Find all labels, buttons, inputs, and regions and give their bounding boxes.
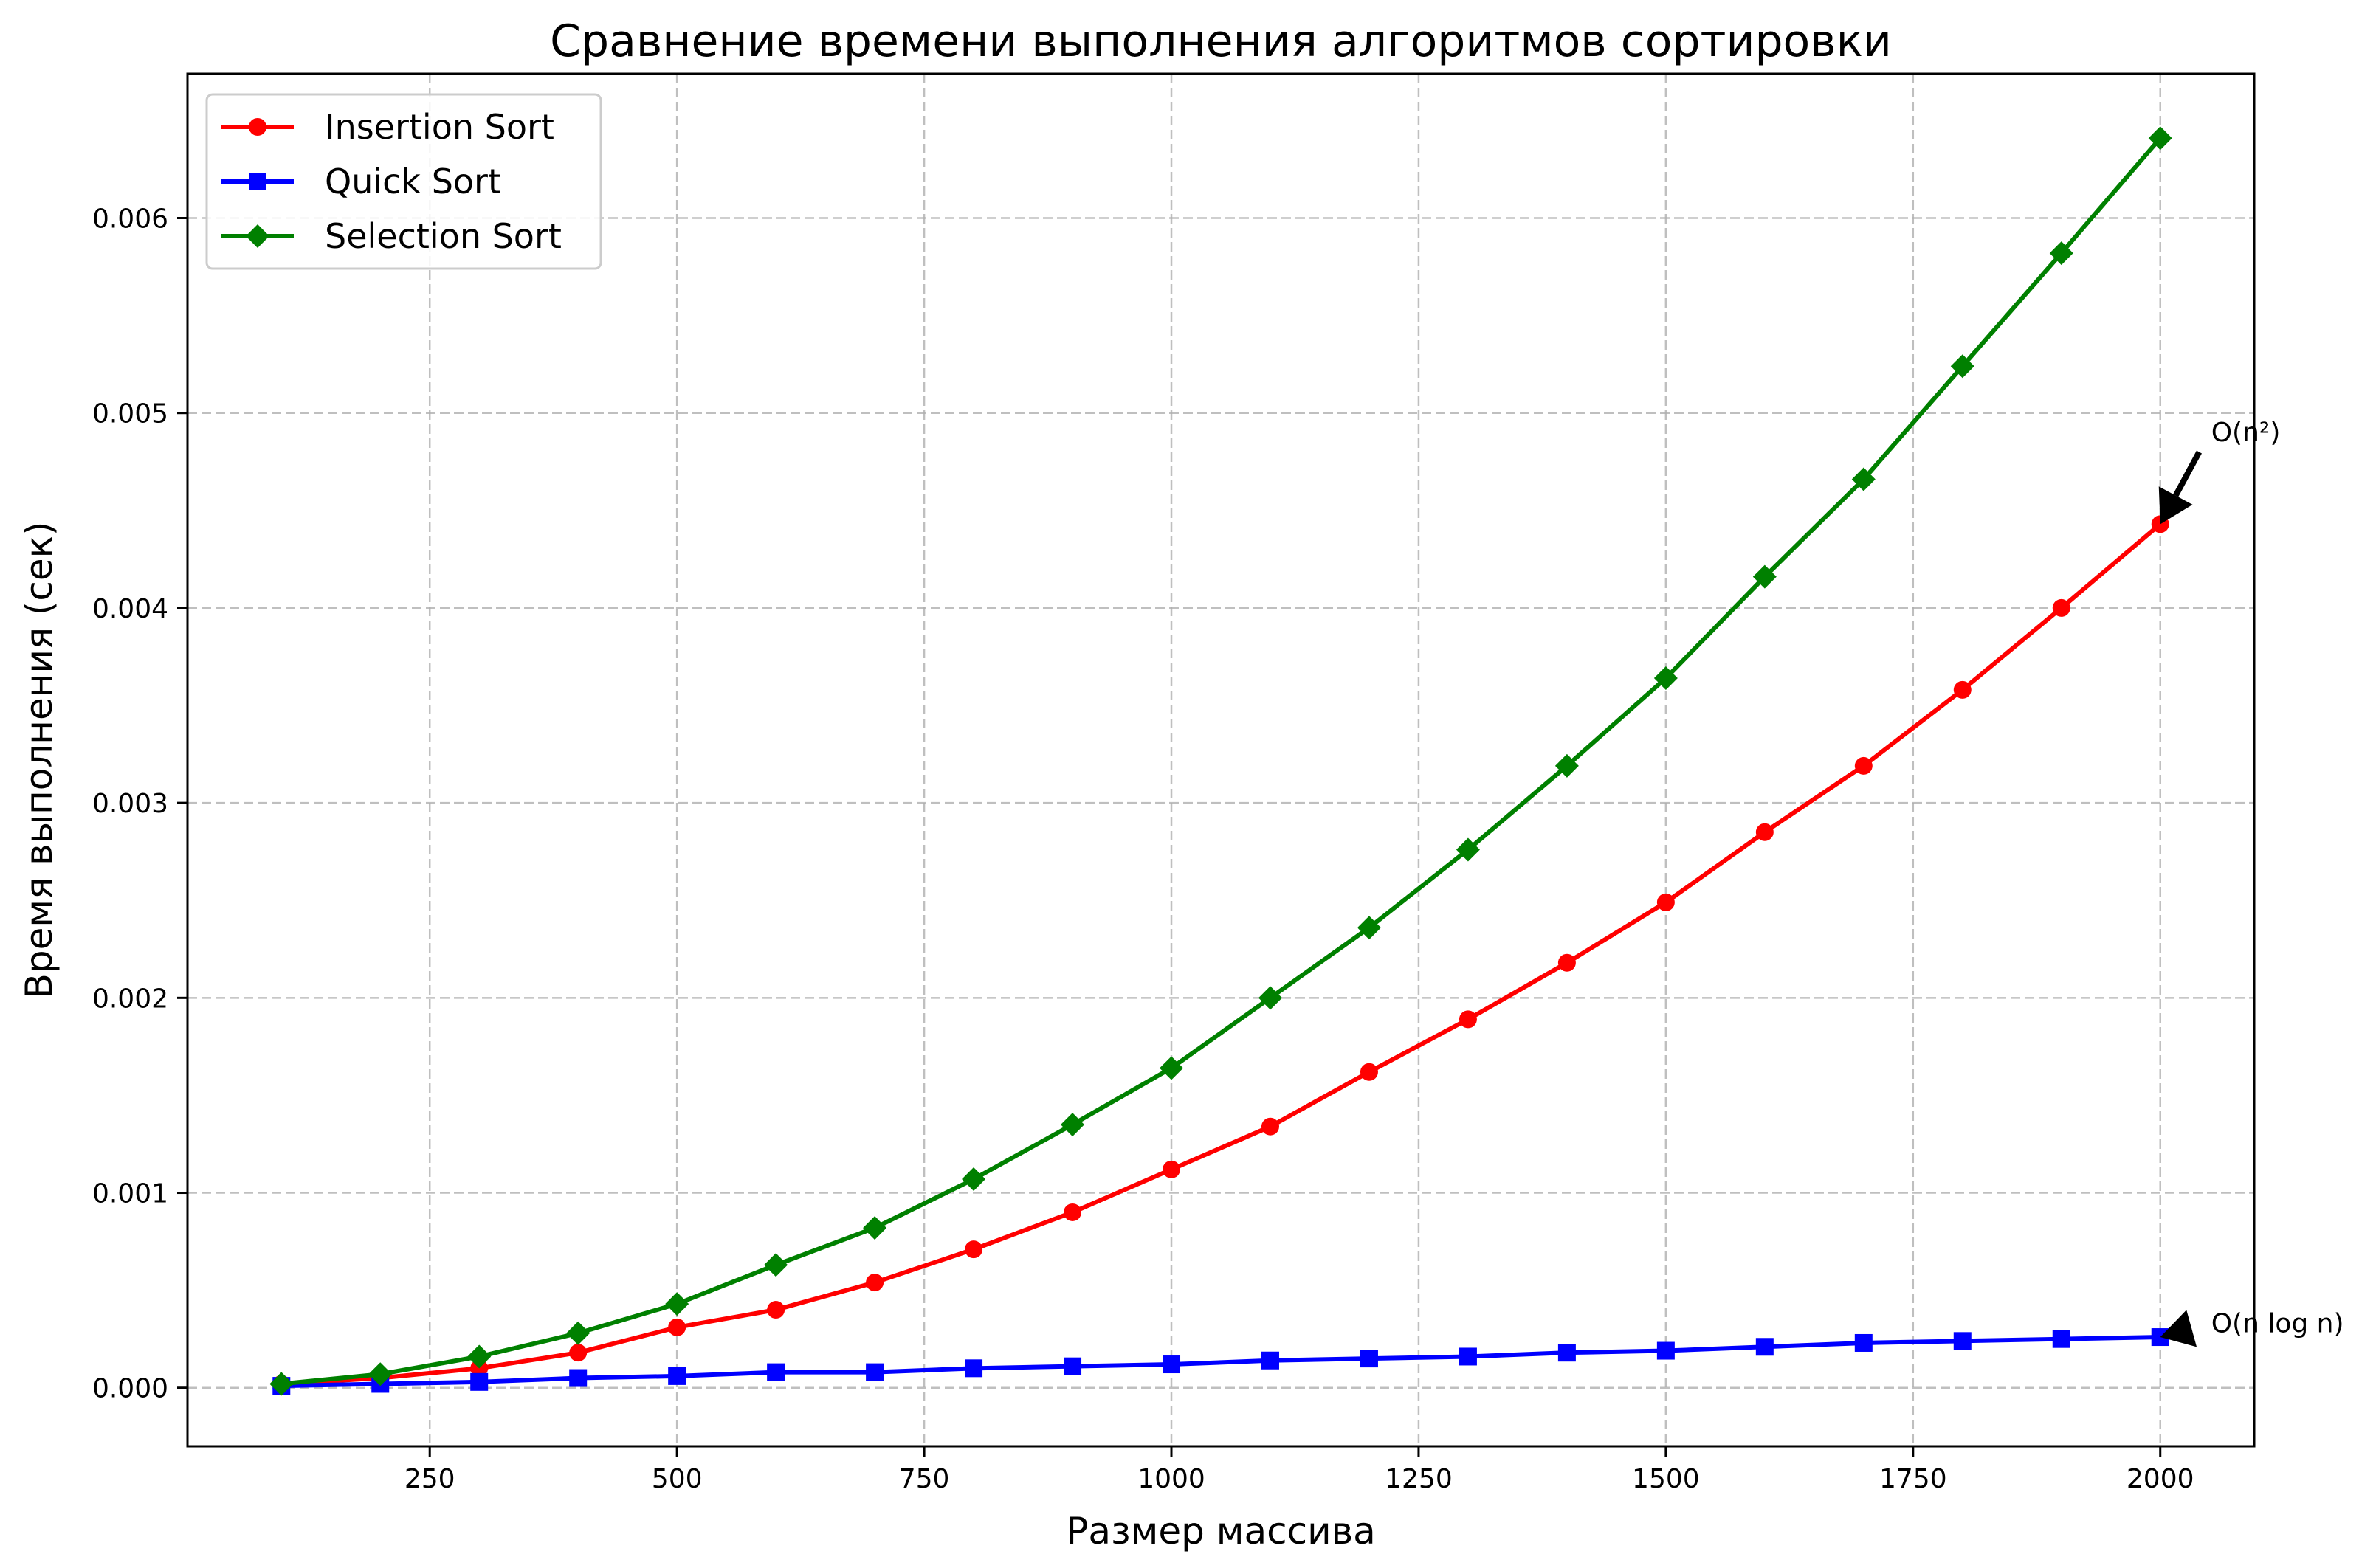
data-point	[1360, 1063, 1378, 1081]
data-point	[1064, 1203, 1082, 1221]
y-tick-label: 0.002	[92, 984, 168, 1014]
legend-entry-selection-sort: Selection Sort	[221, 216, 562, 256]
data-point	[668, 1367, 686, 1385]
y-tick-label: 0.005	[92, 399, 168, 429]
data-point	[866, 1274, 884, 1292]
data-point	[1163, 1355, 1181, 1374]
data-point	[1459, 1010, 1477, 1029]
x-tick-label: 250	[404, 1464, 455, 1494]
data-point	[1061, 1113, 1085, 1137]
data-point	[467, 1344, 492, 1369]
annotation-text: O(n²)	[2211, 418, 2281, 448]
legend-box	[205, 93, 602, 270]
x-tick-label: 500	[652, 1464, 703, 1494]
data-point	[569, 1344, 588, 1362]
annotation-arrow-line	[2173, 450, 2202, 497]
data-point	[1261, 1351, 1279, 1370]
data-point	[965, 1240, 983, 1259]
data-point	[1557, 953, 1576, 972]
annotations: O(n²) O(n log n)	[2158, 418, 2344, 1347]
data-point	[1854, 1333, 1873, 1352]
chart-title: Сравнение времени выполнения алгоритмов …	[550, 15, 1892, 67]
legend: Insertion Sort Quick Sort Selection Sort	[205, 93, 602, 270]
data-point	[1656, 893, 1675, 911]
grid	[187, 74, 2254, 1446]
data-point	[665, 1292, 689, 1316]
x-tick-label: 2000	[2127, 1464, 2194, 1494]
legend-marker	[249, 173, 266, 190]
data-point	[866, 1363, 884, 1381]
data-point	[569, 1369, 588, 1387]
data-point	[1557, 1344, 1576, 1362]
series-line-quick-sort	[281, 1335, 2160, 1389]
data-point	[1160, 1056, 1184, 1080]
series-line-selection-sort	[280, 137, 2163, 1386]
series-selection-sort	[269, 126, 2172, 1396]
legend-label: Quick Sort	[325, 162, 501, 201]
series-line-insertion-sort	[281, 522, 2162, 1386]
y-tick-label: 0.000	[92, 1374, 168, 1404]
y-tick-label: 0.003	[92, 789, 168, 819]
series-insertion-sort	[272, 515, 2169, 1393]
legend-entry-insertion-sort: Insertion Sort	[221, 107, 554, 147]
data-point	[1755, 823, 1774, 841]
data-point	[1357, 916, 1381, 940]
data-point	[1261, 1117, 1279, 1136]
y-tick-label: 0.004	[92, 594, 168, 624]
data-point	[767, 1363, 785, 1381]
x-tick-label: 1750	[1879, 1464, 1947, 1494]
legend-marker	[249, 118, 266, 136]
data-point	[1752, 564, 1777, 589]
data-point	[1258, 986, 1282, 1010]
y-tick-label: 0.006	[92, 204, 168, 235]
data-point	[2148, 126, 2172, 151]
data-point	[863, 1216, 887, 1240]
y-tick-label: 0.001	[92, 1179, 168, 1209]
data-point	[2052, 1330, 2070, 1348]
ticks: 250 500 750 1000 1250 1500 1750 2000 0.000 0.001 0…	[92, 204, 2194, 1494]
x-tick-label: 750	[899, 1464, 950, 1494]
data-point	[1854, 756, 1873, 775]
data-point	[1953, 680, 1972, 699]
data-point	[1360, 1350, 1378, 1368]
data-point	[1656, 1341, 1675, 1360]
x-axis-label: Размер массива	[1066, 1510, 1375, 1553]
data-point	[668, 1318, 686, 1336]
data-point	[566, 1321, 590, 1345]
data-point	[1755, 1338, 1774, 1356]
data-point	[1554, 753, 1579, 778]
data-point	[368, 1362, 393, 1386]
data-point	[965, 1359, 983, 1378]
data-point	[1456, 837, 1480, 862]
x-tick-label: 1500	[1632, 1464, 1700, 1494]
data-point	[1653, 666, 1678, 691]
legend-entry-quick-sort: Quick Sort	[221, 162, 501, 201]
legend-marker	[246, 224, 269, 248]
data-point	[1851, 467, 1876, 491]
data-point	[2052, 598, 2070, 617]
series-layer	[269, 126, 2172, 1396]
annotation-text: O(n log n)	[2211, 1309, 2344, 1339]
data-point	[1459, 1347, 1477, 1366]
data-point	[1163, 1160, 1181, 1178]
data-point	[962, 1167, 986, 1192]
data-point	[2049, 241, 2073, 266]
data-point	[764, 1253, 788, 1277]
data-point	[1064, 1357, 1082, 1375]
data-point	[470, 1372, 489, 1391]
legend-label: Insertion Sort	[325, 107, 554, 147]
data-point	[767, 1301, 785, 1319]
legend-label: Selection Sort	[325, 216, 562, 256]
annotation-arrow-head	[2160, 1310, 2197, 1347]
data-point	[1953, 1332, 1972, 1350]
x-tick-label: 1250	[1385, 1464, 1453, 1494]
data-point	[1950, 354, 1974, 379]
x-tick-label: 1000	[1137, 1464, 1205, 1494]
data-point	[269, 1372, 294, 1396]
annotation-arrow-head	[2158, 486, 2193, 525]
plot-frame	[186, 72, 2256, 1448]
y-axis-label: Время выполнения (сек)	[18, 522, 61, 999]
